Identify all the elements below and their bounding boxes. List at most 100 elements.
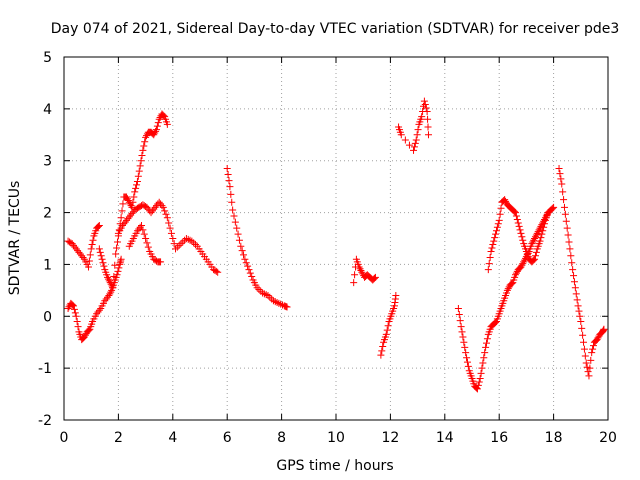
data-point — [510, 207, 518, 215]
data-point — [537, 234, 545, 242]
data-point — [142, 133, 150, 141]
x-tick-label: 10 — [327, 430, 345, 446]
data-point — [482, 343, 490, 351]
data-point — [159, 203, 167, 211]
data-point — [474, 381, 482, 389]
data-point — [421, 101, 429, 109]
y-tick-label: -2 — [38, 413, 52, 429]
data-point — [260, 290, 268, 298]
data-point — [228, 198, 236, 206]
data-point — [158, 202, 166, 210]
data-point — [273, 298, 281, 306]
y-tick-label: -1 — [38, 361, 52, 377]
data-point — [135, 167, 143, 175]
data-point — [214, 268, 222, 276]
data-point — [573, 296, 581, 304]
data-point — [538, 230, 546, 238]
data-point — [165, 219, 173, 227]
data-point — [161, 207, 169, 215]
data-point — [581, 352, 589, 360]
data-point — [379, 343, 387, 351]
data-point — [568, 259, 576, 267]
data-point — [133, 177, 141, 185]
data-point — [244, 262, 252, 270]
data-point — [95, 222, 103, 230]
data-point — [575, 307, 583, 315]
data-point — [483, 335, 491, 343]
data-point — [528, 240, 536, 248]
data-point — [413, 131, 421, 139]
data-point — [565, 238, 573, 246]
data-point — [477, 369, 485, 377]
y-axis-label: SDTVAR / TECUs — [7, 181, 23, 296]
data-point — [454, 305, 462, 313]
data-point — [264, 292, 272, 300]
data-point — [151, 129, 159, 137]
data-point — [226, 183, 234, 191]
plot-frame — [63, 56, 609, 421]
data-point — [142, 235, 150, 242]
data-point — [519, 260, 527, 268]
data-point — [94, 223, 102, 231]
data-point — [383, 326, 391, 334]
data-point — [486, 254, 494, 262]
data-point — [109, 284, 117, 292]
x-axis-label: GPS time / hours — [276, 458, 393, 474]
data-point — [464, 362, 472, 370]
data-point — [229, 206, 237, 214]
data-point — [212, 267, 220, 275]
data-point — [95, 245, 103, 253]
data-point — [588, 349, 596, 357]
data-point — [94, 222, 102, 230]
data-point — [111, 261, 119, 269]
data-point — [516, 226, 524, 234]
data-point — [593, 336, 601, 344]
data-point — [72, 312, 80, 320]
data-point — [110, 273, 118, 281]
data-point — [240, 251, 248, 259]
data-point — [104, 273, 112, 281]
data-point — [177, 240, 185, 248]
data-point — [86, 251, 94, 259]
data-point — [105, 277, 113, 285]
data-point — [519, 236, 527, 244]
data-point — [507, 280, 515, 288]
data-point — [139, 146, 147, 154]
data-point — [144, 243, 152, 251]
data-point — [237, 242, 245, 250]
data-point — [548, 205, 556, 213]
data-point — [118, 207, 126, 215]
data-point — [154, 119, 162, 127]
data-point — [257, 287, 265, 295]
data-point — [378, 347, 386, 355]
data-point — [224, 171, 232, 179]
data-point — [484, 266, 492, 274]
data-point — [227, 190, 235, 198]
data-point — [560, 203, 568, 211]
data-point — [504, 285, 512, 293]
data-point — [489, 241, 497, 249]
data-point — [231, 218, 239, 226]
data-point — [463, 358, 471, 366]
data-point — [392, 292, 400, 300]
data-point — [124, 196, 132, 204]
data-point — [455, 311, 463, 319]
data-point — [351, 271, 359, 279]
data-point — [515, 222, 523, 230]
data-point — [459, 333, 467, 341]
data-point — [73, 317, 81, 325]
data-point — [492, 230, 500, 238]
data-point — [458, 328, 466, 336]
data-point — [106, 279, 114, 287]
data-point — [530, 256, 538, 264]
data-point — [587, 356, 595, 364]
data-point — [152, 126, 160, 134]
data-point — [533, 229, 541, 237]
data-point — [234, 230, 242, 238]
data-point — [140, 230, 148, 238]
data-point — [514, 219, 522, 227]
data-point — [150, 131, 158, 139]
data-point — [129, 198, 137, 206]
data-point — [114, 267, 122, 275]
